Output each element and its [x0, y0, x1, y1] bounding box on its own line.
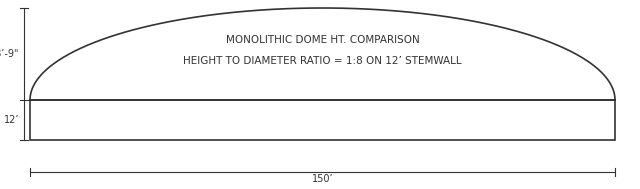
- Text: 12’: 12’: [3, 115, 19, 125]
- Text: MONOLITHIC DOME HT. COMPARISON: MONOLITHIC DOME HT. COMPARISON: [226, 35, 419, 45]
- Text: 150’: 150’: [312, 174, 333, 184]
- Text: HEIGHT TO DIAMETER RATIO = 1:8 ON 12’ STEMWALL: HEIGHT TO DIAMETER RATIO = 1:8 ON 12’ ST…: [183, 56, 462, 66]
- Bar: [30, 100, 615, 140]
- Text: 18’-9": 18’-9": [0, 49, 19, 59]
- Polygon shape: [30, 8, 615, 100]
